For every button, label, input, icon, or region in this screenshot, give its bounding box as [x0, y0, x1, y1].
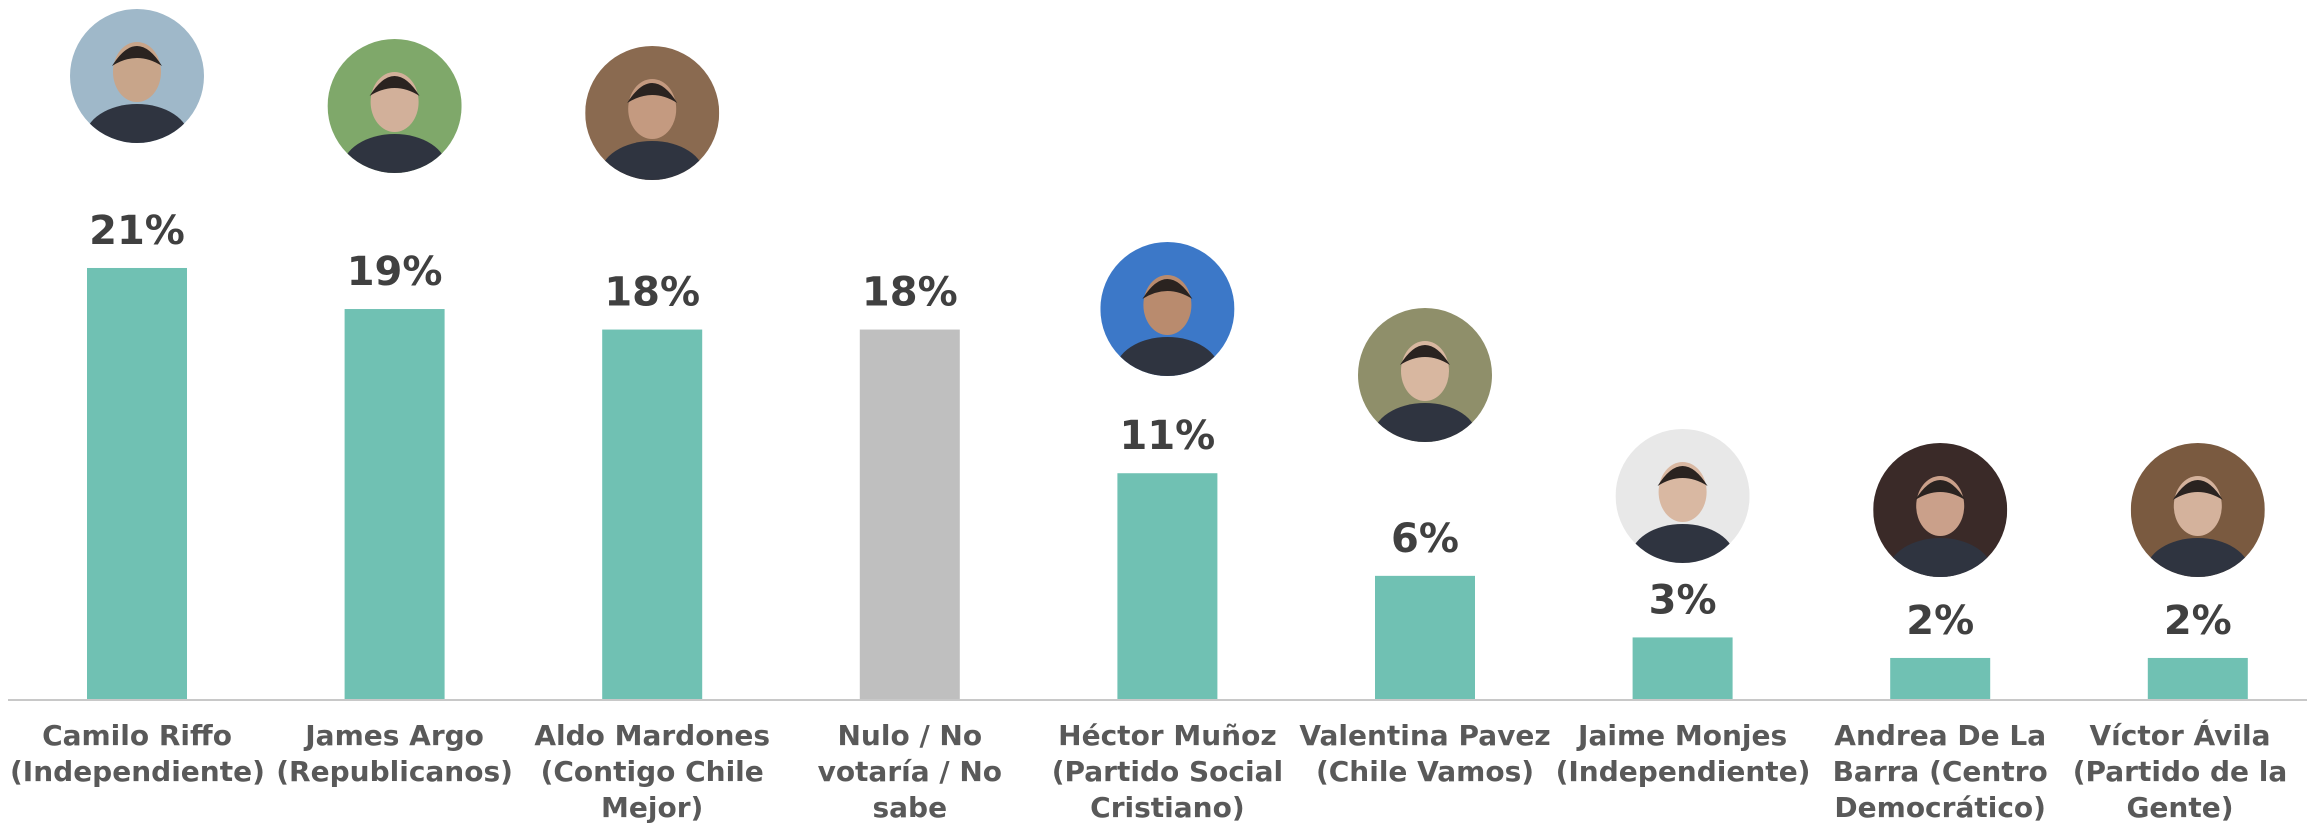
photo-body — [2145, 538, 2250, 577]
candidate-photo — [1358, 308, 1492, 442]
category-label: Víctor Ávila (Partido de la Gente) — [2072, 719, 2288, 824]
candidate-photo — [327, 39, 462, 173]
category-label: James Argo (Republicanos) — [276, 719, 513, 788]
photo-body — [1115, 337, 1220, 376]
bar — [1890, 657, 1991, 699]
photo-content — [70, 9, 204, 143]
photo-body — [1630, 524, 1735, 563]
bar — [1117, 473, 1218, 699]
photo-hair — [627, 83, 678, 103]
value-label: 18% — [862, 270, 958, 316]
value-label: 6% — [1391, 516, 1459, 562]
value-label: 2% — [1906, 598, 1974, 644]
category-label: Nulo / No votaría / No sabe — [817, 719, 1003, 824]
bar — [2147, 657, 2248, 699]
candidate-photo — [70, 9, 204, 143]
bar — [344, 309, 445, 699]
photo-content — [585, 46, 720, 180]
bar — [1375, 575, 1475, 699]
bar — [859, 329, 960, 699]
photo-hair — [1400, 345, 1450, 365]
photo-content — [327, 39, 462, 173]
photo-content — [1100, 242, 1235, 376]
value-label: 18% — [604, 270, 700, 316]
photo-content — [1873, 443, 2008, 577]
photo-body — [1888, 538, 1993, 577]
category-label: Aldo Mardones (Contigo Chile Mejor) — [534, 719, 771, 824]
category-label: Héctor Muñoz (Partido Social Cristiano) — [1051, 719, 1284, 824]
bar — [602, 329, 703, 699]
photo-hair — [1657, 466, 1708, 486]
value-label: 11% — [1120, 413, 1216, 459]
photo-hair — [1915, 480, 1966, 500]
photo-body — [342, 134, 447, 173]
category-label: Andrea De La Barra (Centro Democrático) — [1832, 719, 2048, 824]
value-label: 2% — [2164, 598, 2232, 644]
candidate-photo — [585, 46, 720, 180]
photo-hair — [112, 46, 162, 66]
photo-body — [85, 104, 189, 143]
candidate-photo — [1873, 443, 2008, 577]
photo-body — [1373, 403, 1477, 442]
category-label: Jaime Monjes (Independiente) — [1555, 719, 1811, 788]
photo-hair — [369, 76, 420, 96]
value-label: 19% — [347, 249, 443, 295]
category-label: Valentina Pavez (Chile Vamos) — [1299, 719, 1551, 788]
photo-content — [1615, 429, 1750, 563]
value-label: 21% — [89, 208, 185, 254]
candidate-photo — [1100, 242, 1235, 376]
photo-content — [1358, 308, 1492, 442]
bar — [1632, 637, 1733, 699]
photo-content — [2130, 443, 2265, 577]
photo-hair — [1142, 279, 1193, 299]
candidate-photo — [2130, 443, 2265, 577]
category-label: Camilo Riffo (Independiente) — [10, 719, 265, 788]
value-label: 3% — [1649, 577, 1717, 623]
candidate-photo — [1615, 429, 1750, 563]
bar — [87, 267, 187, 699]
photo-body — [600, 141, 705, 180]
photo-hair — [2172, 480, 2223, 500]
